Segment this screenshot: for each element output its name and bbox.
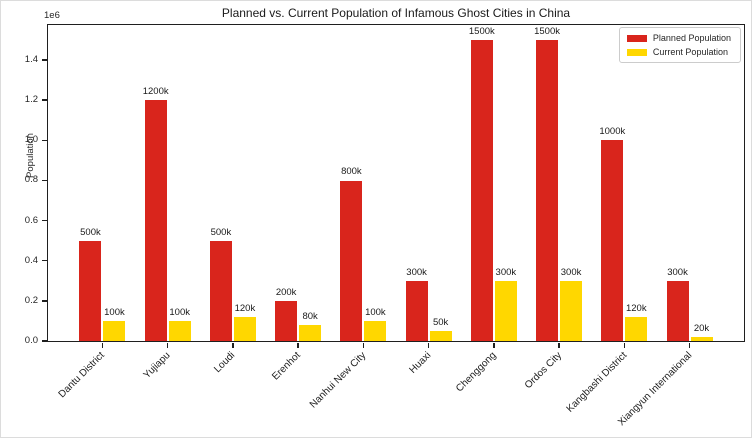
bar-value-label: 300k bbox=[560, 266, 582, 278]
y-tick-label: 0.4 bbox=[24, 254, 38, 266]
x-tick-label: Huaxi bbox=[407, 350, 434, 376]
bar-value-label: 1500k bbox=[468, 26, 495, 38]
current-population-bar bbox=[233, 316, 256, 341]
x-tick-label: Yujiapu bbox=[141, 350, 173, 381]
x-tick-mark bbox=[101, 342, 104, 348]
x-tick-label: Chenggong bbox=[454, 350, 499, 395]
current-population-bar bbox=[299, 324, 322, 341]
y-tick-label: 0.6 bbox=[24, 214, 38, 226]
legend-entry-current: Current Population bbox=[626, 47, 731, 57]
x-tick-label: Kangbashi District bbox=[564, 350, 630, 415]
current-population-bar bbox=[364, 320, 387, 341]
x-tick-mark bbox=[623, 342, 626, 348]
x-tick-mark bbox=[558, 342, 560, 348]
y-tick-mark bbox=[41, 219, 47, 222]
current-population-swatch bbox=[626, 48, 647, 56]
chart-title: Planned vs. Current Population of Infamo… bbox=[221, 6, 571, 20]
bar-value-label: 80k bbox=[302, 310, 318, 322]
legend-label-planned: Planned Population bbox=[652, 33, 731, 43]
x-tick-label: Ordos City bbox=[522, 350, 564, 392]
x-tick-label: Erenhot bbox=[270, 350, 303, 383]
legend-entry-planned: Planned Population bbox=[626, 33, 731, 43]
bar-value-label: 1000k bbox=[599, 126, 626, 138]
current-population-bar bbox=[690, 337, 713, 341]
planned-population-bar bbox=[666, 280, 689, 341]
x-tick-mark bbox=[688, 342, 691, 348]
y-tick-label: 1.0 bbox=[24, 134, 38, 146]
bar-value-label: 300k bbox=[667, 266, 688, 278]
y-tick-mark bbox=[41, 179, 47, 182]
planned-population-bar bbox=[601, 140, 624, 341]
bar-value-label: 50k bbox=[432, 316, 449, 328]
y-tick-mark bbox=[41, 259, 47, 262]
x-tick-mark bbox=[427, 342, 430, 348]
y-tick-mark bbox=[41, 59, 47, 61]
current-population-bar bbox=[494, 280, 517, 341]
current-population-bar bbox=[625, 316, 648, 341]
y-tick-label: 1.2 bbox=[24, 94, 38, 106]
bar-value-label: 100k bbox=[365, 306, 386, 318]
bar-value-label: 200k bbox=[275, 286, 297, 298]
y-tick-mark bbox=[41, 340, 47, 342]
planned-population-bar bbox=[79, 240, 102, 341]
x-tick-label: Xiangyun International bbox=[616, 350, 695, 429]
y-tick-mark bbox=[41, 139, 47, 142]
y-tick-mark bbox=[41, 99, 47, 101]
y-tick-label: 1.4 bbox=[24, 54, 38, 66]
bar-value-label: 100k bbox=[104, 306, 125, 318]
x-tick-mark bbox=[232, 342, 234, 348]
current-population-bar bbox=[103, 320, 126, 341]
x-tick-mark bbox=[362, 342, 365, 348]
current-population-bar bbox=[429, 330, 452, 341]
bar-value-label: 500k bbox=[80, 226, 101, 238]
planned-population-bar bbox=[144, 100, 167, 341]
x-tick-mark bbox=[297, 342, 299, 348]
x-tick-label: Dantu District bbox=[57, 350, 108, 401]
current-population-bar bbox=[560, 280, 583, 341]
bar-value-label: 1200k bbox=[142, 86, 169, 98]
bar-value-label: 100k bbox=[169, 306, 190, 318]
planned-population-swatch bbox=[626, 34, 647, 42]
bar-value-label: 500k bbox=[210, 226, 232, 238]
planned-population-bar bbox=[209, 240, 232, 341]
planned-population-bar bbox=[275, 300, 298, 341]
y-tick-mark bbox=[41, 300, 47, 302]
planned-population-bar bbox=[405, 280, 428, 341]
current-population-bar bbox=[168, 320, 191, 341]
bar-value-label: 300k bbox=[406, 266, 427, 278]
planned-population-bar bbox=[340, 180, 363, 341]
plot-area: 1e6 Planned Population Current Populatio… bbox=[25, 10, 745, 428]
x-tick-mark bbox=[493, 342, 495, 348]
bar-value-label: 120k bbox=[234, 302, 256, 314]
y-tick-label: 0.0 bbox=[24, 335, 38, 346]
planned-population-bar bbox=[470, 40, 493, 341]
y-axis-title: Population bbox=[24, 133, 36, 178]
bar-value-label: 20k bbox=[693, 322, 710, 334]
x-tick-mark bbox=[166, 342, 169, 348]
x-tick-label: Nanhui New City bbox=[307, 350, 369, 411]
y-axis-offset-label: 1e6 bbox=[44, 10, 60, 21]
y-tick-label: 0.8 bbox=[24, 174, 38, 186]
bar-value-label: 300k bbox=[495, 266, 517, 278]
x-tick-label: Loudi bbox=[212, 350, 238, 376]
bar-value-label: 800k bbox=[341, 166, 362, 178]
legend: Planned Population Current Population bbox=[618, 27, 741, 63]
y-tick-label: 0.2 bbox=[24, 294, 38, 306]
bar-value-label: 120k bbox=[625, 302, 647, 314]
legend-label-current: Current Population bbox=[652, 47, 728, 57]
planned-population-bar bbox=[536, 40, 559, 341]
bar-value-label: 1500k bbox=[534, 26, 560, 38]
